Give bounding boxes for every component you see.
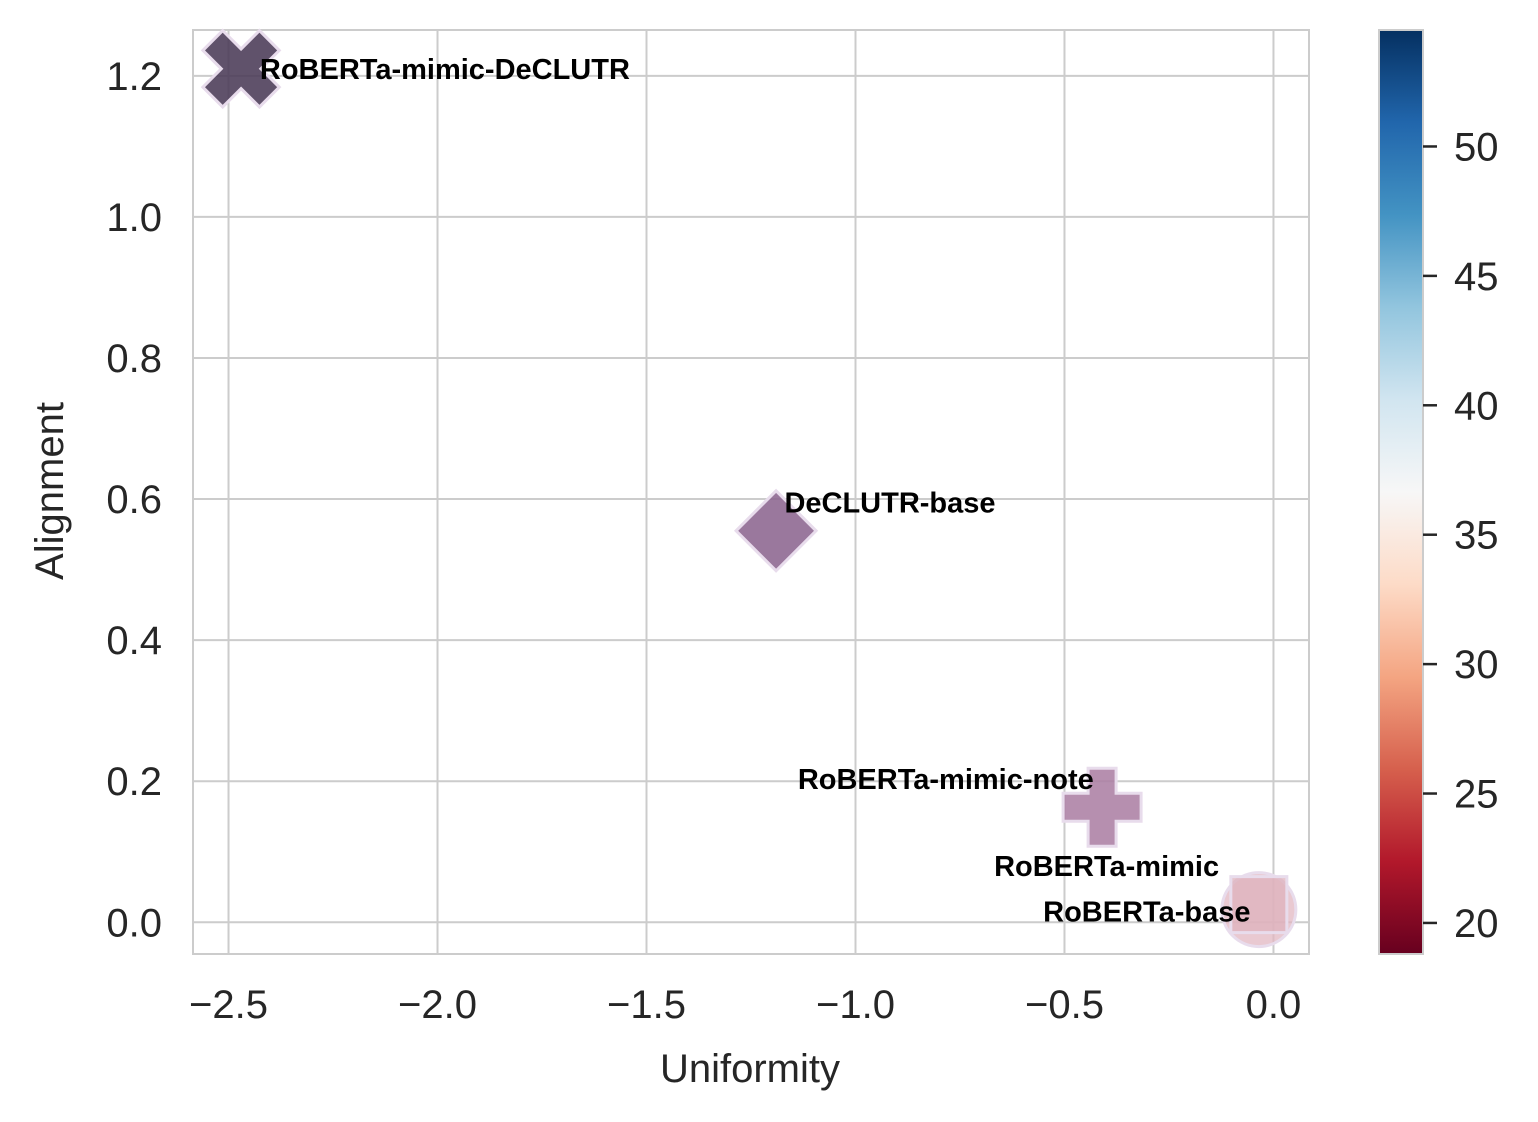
point-label: RoBERTa-mimic-note <box>798 764 1094 796</box>
point-label: RoBERTa-base <box>1043 897 1250 929</box>
marker-plus <box>1061 766 1143 848</box>
grid <box>193 30 1309 954</box>
y-axis-title: Alignment <box>28 402 72 580</box>
y-tick-label: 0.8 <box>106 337 162 381</box>
y-tick-label: 0.0 <box>106 901 162 945</box>
y-tick-label: 1.0 <box>106 196 162 240</box>
x-tick-label: −2.0 <box>398 983 477 1027</box>
point-label: RoBERTa-mimic-DeCLUTR <box>260 54 630 86</box>
x-tick-label: −0.5 <box>1025 983 1104 1027</box>
plot-frame <box>192 29 1310 955</box>
y-tick-label: 0.6 <box>106 478 162 522</box>
marker-x <box>200 28 282 110</box>
x-tick-label: −1.5 <box>607 983 686 1027</box>
point-label: RoBERTa-mimic <box>994 851 1219 883</box>
data-points <box>200 28 1298 949</box>
x-tick-label: −2.5 <box>189 983 268 1027</box>
y-tick-label: 0.2 <box>106 760 162 804</box>
colorbar-tick-label: 30 <box>1454 643 1499 687</box>
y-tick-label: 0.4 <box>106 619 162 663</box>
y-tick-label: 1.2 <box>106 55 162 99</box>
point-label: DeCLUTR-base <box>784 488 995 520</box>
colorbar-tick-label: 50 <box>1454 125 1499 169</box>
colorbar-tick-label: 45 <box>1454 255 1499 299</box>
x-tick-label: 0.0 <box>1246 983 1302 1027</box>
x-axis-title: Uniformity <box>660 1047 840 1091</box>
axes: −2.5 −2.0 −1.5 −1.0 −0.5 0.0 0.0 0.2 0.4 0.6 0.8 1.… <box>106 29 1310 1027</box>
x-tick-label: −1.0 <box>816 983 895 1027</box>
colorbar-gradient <box>1378 29 1424 955</box>
colorbar-tick-label: 40 <box>1454 384 1499 428</box>
colorbar: 20 25 30 35 40 45 50 <box>1378 29 1499 955</box>
colorbar-tick-label: 25 <box>1454 773 1499 817</box>
marker-diamond <box>733 488 819 573</box>
colorbar-tick-label: 20 <box>1454 902 1499 946</box>
marker-square <box>1229 875 1289 935</box>
colorbar-tick-label: 35 <box>1454 514 1499 558</box>
point-labels: RoBERTa-mimic-DeCLUTR DeCLUTR-base RoBERTa… <box>260 54 1251 929</box>
